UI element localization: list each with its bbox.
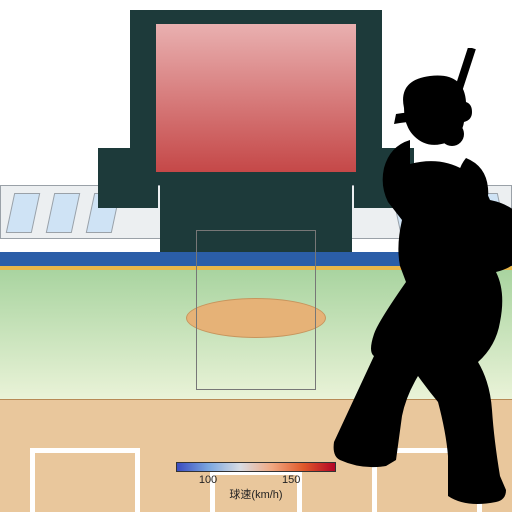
- pitch-location-diagram: 100150 球速(km/h): [0, 0, 512, 512]
- strike-zone: [196, 230, 316, 390]
- batter-silhouette: [300, 48, 512, 508]
- scale-tick-label: 100: [199, 474, 217, 486]
- scale-tick-label: 150: [282, 474, 300, 486]
